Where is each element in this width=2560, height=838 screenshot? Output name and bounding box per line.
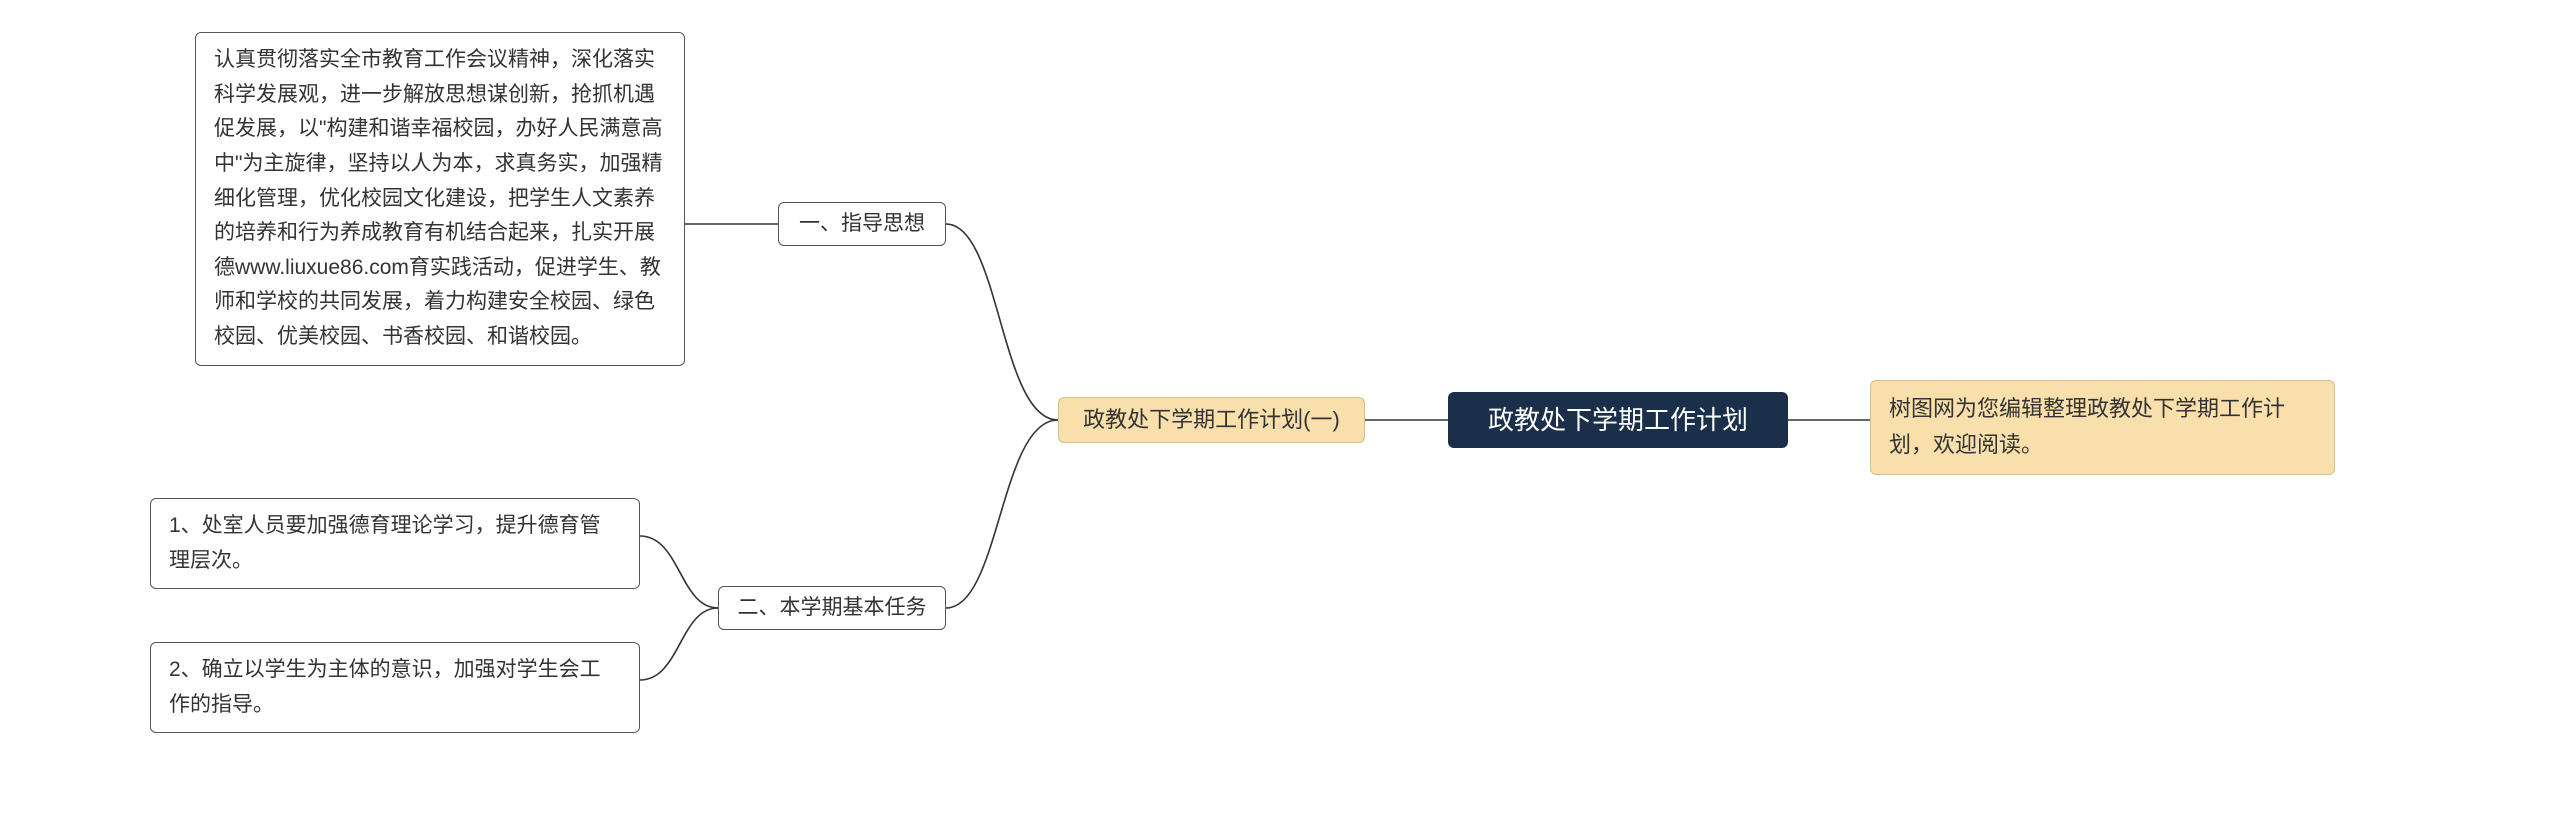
root-node: 政教处下学期工作计划 — [1448, 392, 1788, 448]
section-2-leaf-2-label: 2、确立以学生为主体的意识，加强对学生会工作的指导。 — [169, 653, 621, 722]
section-1-node: 一、指导思想 — [778, 202, 946, 246]
section-2-node: 二、本学期基本任务 — [718, 586, 946, 630]
right-child-node: 树图网为您编辑整理政教处下学期工作计划，欢迎阅读。 — [1870, 380, 2335, 475]
section-2-leaf-2-node: 2、确立以学生为主体的意识，加强对学生会工作的指导。 — [150, 642, 640, 733]
section-2-label: 二、本学期基本任务 — [738, 591, 927, 626]
root-label: 政教处下学期工作计划 — [1488, 399, 1748, 442]
left-child-label: 政教处下学期工作计划(一) — [1083, 402, 1340, 438]
right-child-label: 树图网为您编辑整理政教处下学期工作计划，欢迎阅读。 — [1889, 391, 2316, 464]
left-child-node: 政教处下学期工作计划(一) — [1058, 397, 1365, 443]
section-2-leaf-1-node: 1、处室人员要加强德育理论学习，提升德育管理层次。 — [150, 498, 640, 589]
section-2-leaf-1-label: 1、处室人员要加强德育理论学习，提升德育管理层次。 — [169, 509, 621, 578]
section-1-leaf-label: 认真贯彻落实全市教育工作会议精神，深化落实科学发展观，进一步解放思想谋创新，抢抓… — [214, 43, 666, 355]
section-1-leaf-node: 认真贯彻落实全市教育工作会议精神，深化落实科学发展观，进一步解放思想谋创新，抢抓… — [195, 32, 685, 366]
section-1-label: 一、指导思想 — [799, 207, 925, 242]
